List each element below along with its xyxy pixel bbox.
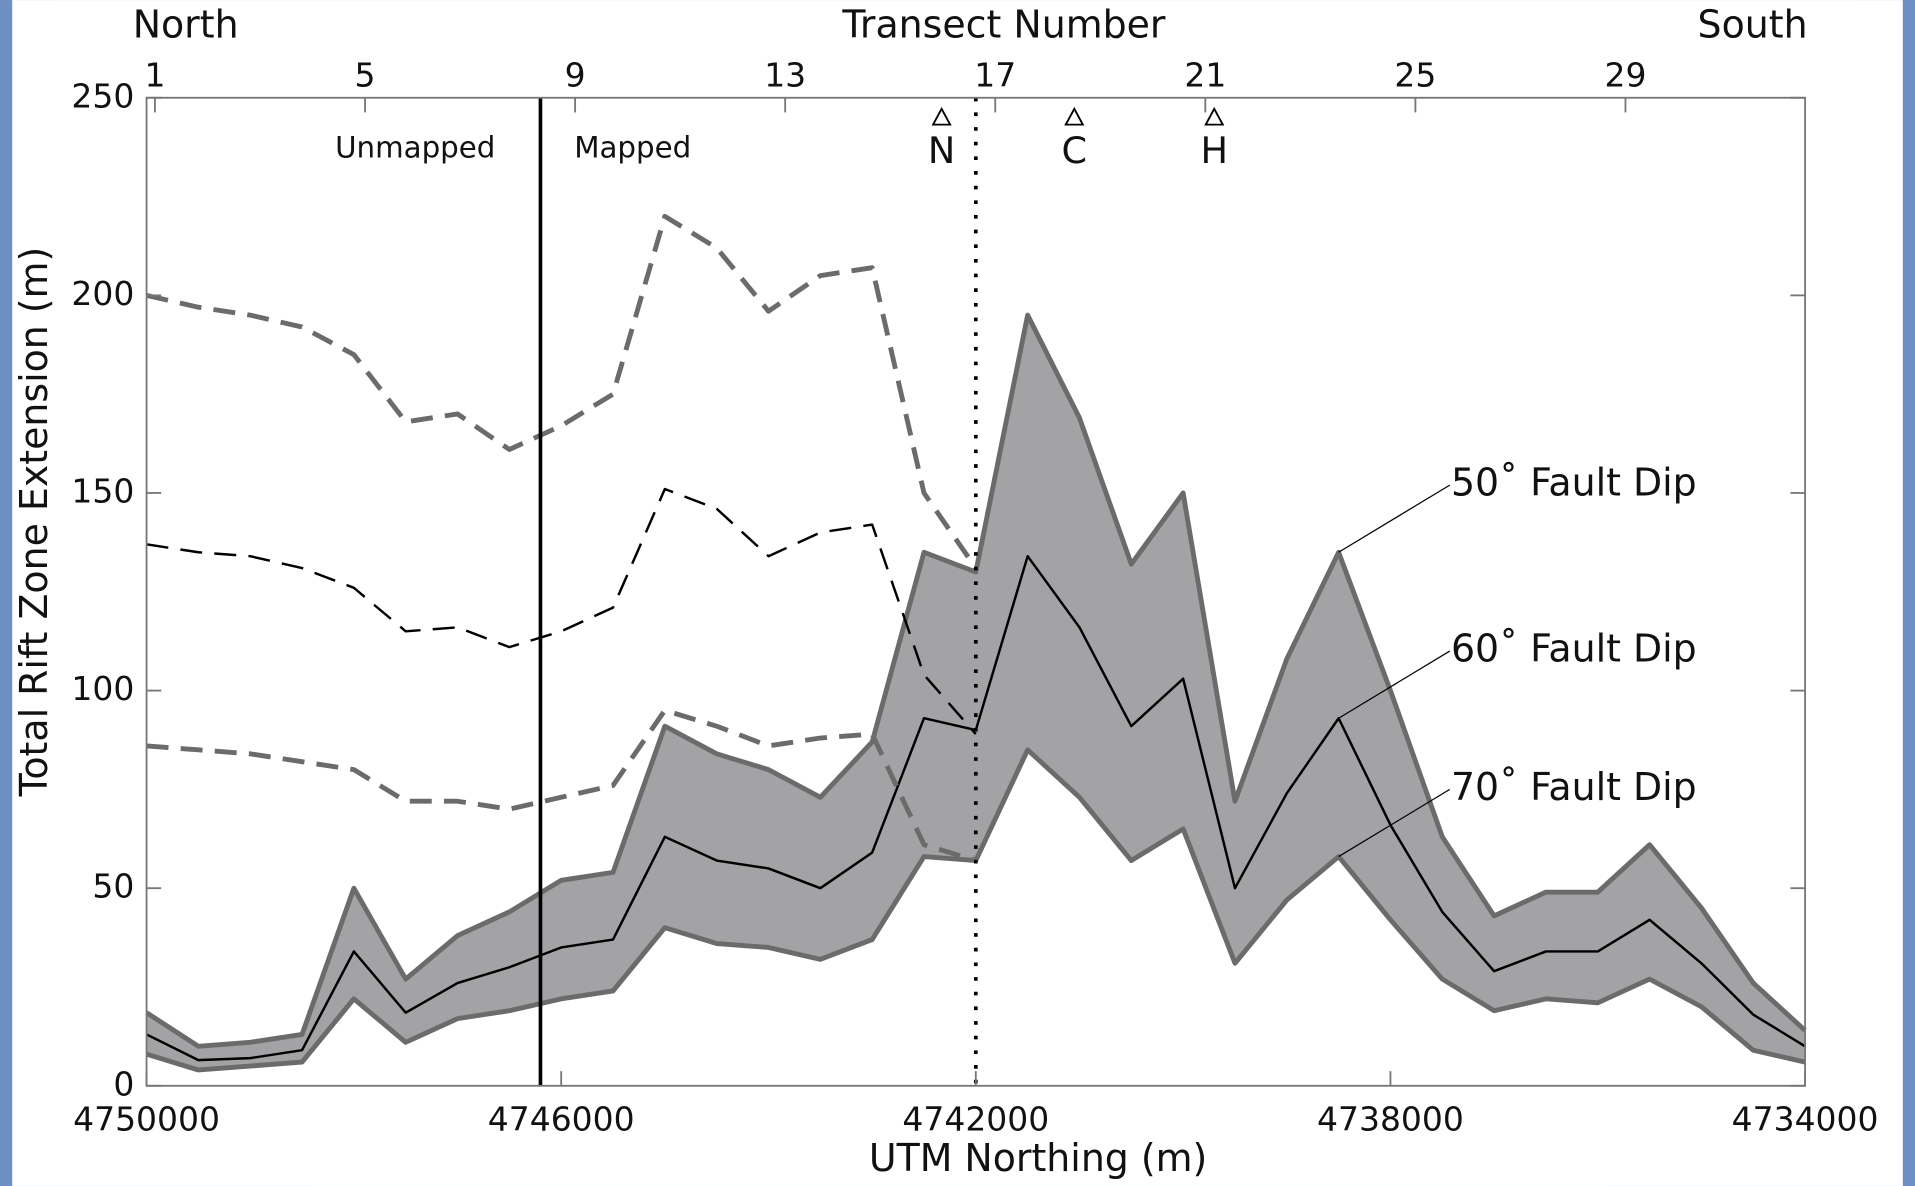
south-label: South (1698, 2, 1808, 46)
y-tick-label: 150 (71, 471, 134, 510)
x2-tick-label: 25 (1394, 56, 1436, 95)
y-tick-label: 250 (71, 76, 134, 115)
x2-tick-label: 5 (355, 56, 376, 95)
x-tick-label: 4738000 (1317, 1100, 1464, 1139)
x2-tick-label: 9 (565, 56, 586, 95)
marker-label: N (928, 129, 955, 172)
x-tick-label: 4734000 (1732, 1100, 1879, 1139)
north-label: North (133, 2, 239, 46)
x-tick-label: 4746000 (488, 1100, 635, 1139)
y-tick-label: 200 (71, 274, 134, 313)
y-tick-label: 100 (71, 669, 134, 708)
annotation: Mapped (574, 131, 691, 165)
series-label: 60˚ Fault Dip (1451, 627, 1697, 671)
x-tick-label: 4742000 (902, 1100, 1049, 1139)
y-tick-label: 50 (92, 867, 134, 906)
x2-tick-label: 21 (1184, 56, 1226, 95)
x-tick-label: 4750000 (73, 1100, 220, 1139)
x2-axis-label: Transect Number (841, 2, 1166, 46)
series-label: 70˚ Fault Dip (1451, 765, 1697, 809)
annotation: Unmapped (335, 131, 495, 165)
marker-label: C (1062, 129, 1088, 172)
x-axis-label: UTM Northing (m) (869, 1136, 1207, 1180)
page: {"chart_data": {"type": "line", "xlabel"… (0, 0, 1915, 1186)
x2-tick-label: 13 (764, 56, 806, 95)
chart: North South Transect Number UTM Northing… (0, 0, 1915, 1186)
y-tick-label: 0 (113, 1064, 134, 1103)
x2-tick-label: 1 (144, 56, 165, 95)
y-axis-label: Total Rift Zone Extension (m) (12, 247, 56, 798)
series-label: 50˚ Fault Dip (1451, 461, 1697, 505)
x2-tick-label: 17 (974, 56, 1016, 95)
marker-label: H (1200, 129, 1228, 172)
x2-tick-label: 29 (1604, 56, 1646, 95)
